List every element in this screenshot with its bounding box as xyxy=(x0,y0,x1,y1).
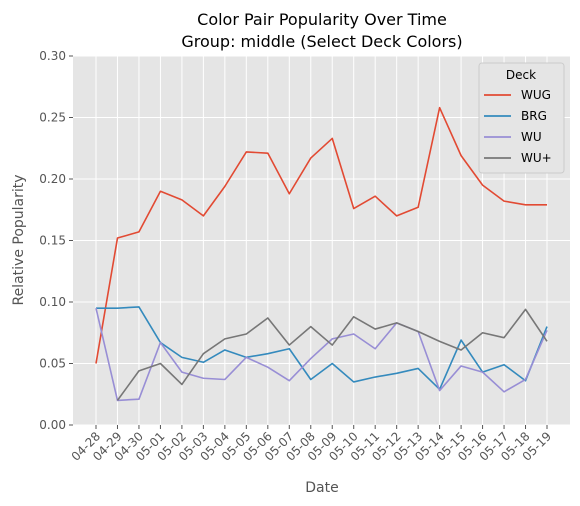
series-line-wuplus xyxy=(116,308,548,401)
y-axis-label: Relative Popularity xyxy=(11,174,27,305)
chart-subtitle: Group: middle (Select Deck Colors) xyxy=(181,32,462,51)
y-tick-label: 0.05 xyxy=(39,357,66,371)
legend-box xyxy=(478,62,565,174)
series-line-wu xyxy=(95,307,548,402)
legend-label: WU+ xyxy=(521,151,552,165)
legend: Deck WUG BRG WU WU+ xyxy=(478,62,565,174)
legend-label: BRG xyxy=(521,109,547,123)
y-tick-label: 0.30 xyxy=(39,49,66,63)
y-tick-label: 0.10 xyxy=(39,295,66,309)
legend-title: Deck xyxy=(506,68,536,82)
legend-label: WU xyxy=(521,130,542,144)
y-tick-label: 0.00 xyxy=(39,418,66,432)
y-axis-ticks: 0.00 0.05 0.10 0.15 0.20 0.25 0.30 xyxy=(39,49,73,432)
legend-label: WUG xyxy=(521,88,551,102)
x-axis-ticks: 04-2804-2904-3005-0105-0205-0305-0405-05… xyxy=(69,425,554,464)
chart-title: Color Pair Popularity Over Time xyxy=(197,10,447,29)
legend-items: WUG BRG WU WU+ xyxy=(484,88,552,165)
y-tick-label: 0.25 xyxy=(39,111,66,125)
series-lines xyxy=(95,106,548,402)
y-tick-label: 0.15 xyxy=(39,234,66,248)
y-tick-label: 0.20 xyxy=(39,172,66,186)
series-line-brg xyxy=(96,306,548,391)
x-axis-label: Date xyxy=(305,480,338,496)
series-line-wug xyxy=(95,106,547,364)
